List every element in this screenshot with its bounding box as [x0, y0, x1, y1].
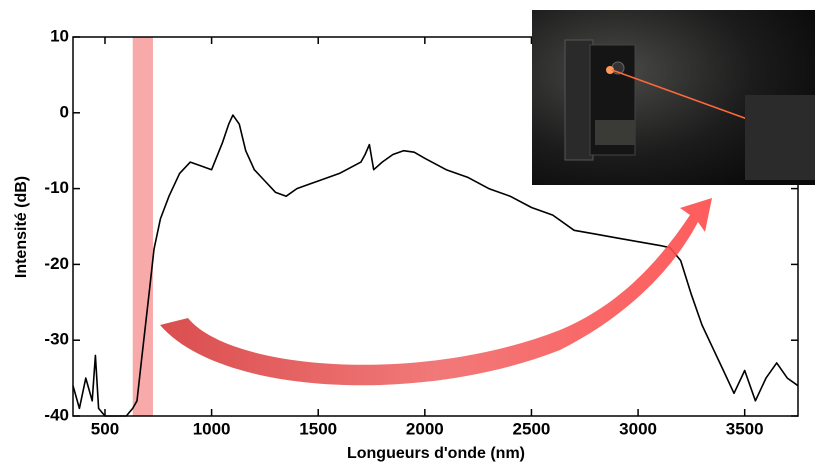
- x-tick-label: 1000: [193, 419, 231, 438]
- y-tick-label: -30: [44, 330, 69, 349]
- y-tick-label: -20: [44, 254, 69, 273]
- x-tick-label: 2000: [406, 419, 444, 438]
- x-tick-label: 1500: [299, 419, 337, 438]
- y-tick-label: 0: [60, 102, 69, 121]
- x-axis-label: Longueurs d'onde (nm): [347, 445, 525, 462]
- spectrum-line: [72, 114, 799, 417]
- x-tick-label: 500: [91, 419, 119, 438]
- y-axis-label: Intensité (dB): [13, 176, 30, 278]
- highlight-band: [132, 37, 153, 416]
- x-tick-label: 3500: [726, 419, 764, 438]
- plot-frame: [72, 36, 799, 417]
- y-tick-label: 10: [50, 26, 69, 45]
- y-tick-label: -40: [44, 405, 69, 424]
- y-tick-label: -10: [44, 178, 69, 197]
- arrow: [160, 198, 712, 386]
- x-tick-label: 2500: [513, 419, 551, 438]
- x-tick-label: 3000: [619, 419, 657, 438]
- photo-inset: [532, 10, 815, 185]
